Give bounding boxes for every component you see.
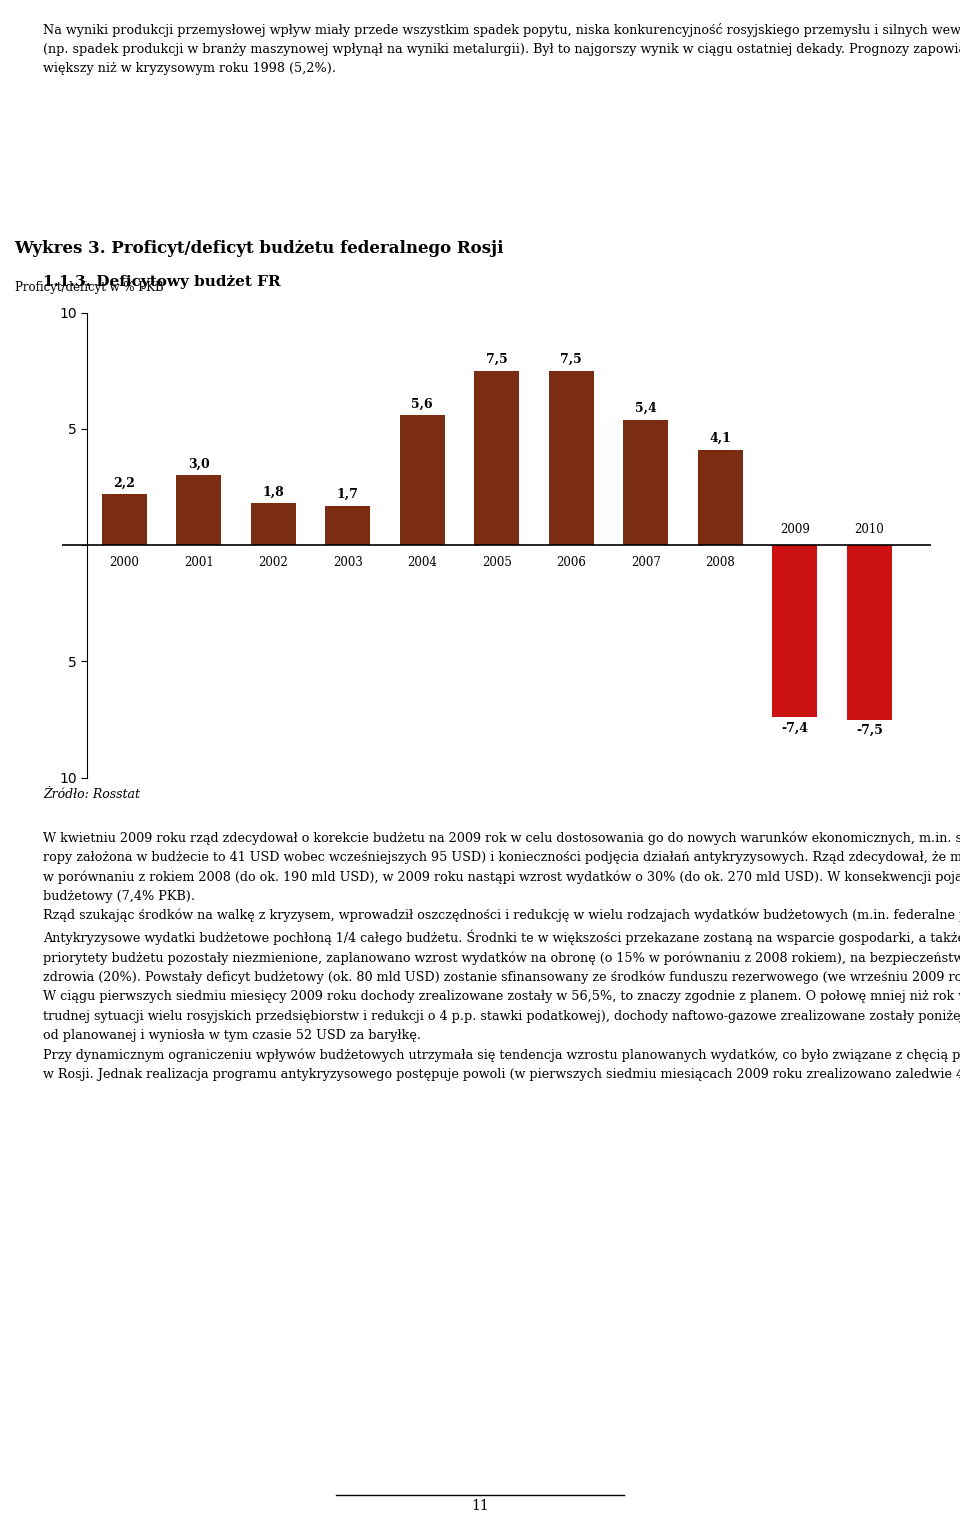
Text: 2005: 2005 <box>482 555 512 569</box>
Text: 2000: 2000 <box>109 555 139 569</box>
Text: 1,8: 1,8 <box>262 485 284 499</box>
Text: Żródło: Rosstat: Żródło: Rosstat <box>43 788 140 802</box>
Text: 1.1.3. Deficytowy budżet FR: 1.1.3. Deficytowy budżet FR <box>43 274 281 290</box>
Text: 2002: 2002 <box>258 555 288 569</box>
Text: 2004: 2004 <box>407 555 437 569</box>
Text: W kwietniu 2009 roku rząd zdecydował o korekcie budżetu na 2009 rok w celu dosto: W kwietniu 2009 roku rząd zdecydował o k… <box>43 831 960 1081</box>
Bar <box>474 371 519 546</box>
Bar <box>325 506 371 546</box>
Text: 2008: 2008 <box>706 555 735 569</box>
Text: 5,6: 5,6 <box>412 398 433 410</box>
Text: 2006: 2006 <box>557 555 587 569</box>
Bar <box>549 371 593 546</box>
Bar <box>847 546 892 720</box>
Text: 5,4: 5,4 <box>635 403 657 415</box>
Text: 7,5: 7,5 <box>561 354 582 366</box>
Text: Proficyt/deficyt w % PKB: Proficyt/deficyt w % PKB <box>14 281 163 294</box>
Bar <box>400 415 444 546</box>
Text: -7,5: -7,5 <box>856 724 883 737</box>
Text: 2009: 2009 <box>780 523 810 535</box>
Text: 2,2: 2,2 <box>113 476 135 490</box>
Bar <box>773 546 817 717</box>
Text: 4,1: 4,1 <box>709 432 732 445</box>
Text: 2010: 2010 <box>854 523 884 535</box>
Bar <box>177 476 221 546</box>
Text: 11: 11 <box>471 1499 489 1513</box>
Bar <box>251 503 296 546</box>
Text: 2003: 2003 <box>333 555 363 569</box>
Bar <box>698 450 743 546</box>
Text: 2001: 2001 <box>184 555 214 569</box>
Text: 7,5: 7,5 <box>486 354 508 366</box>
Text: 3,0: 3,0 <box>188 458 209 471</box>
Bar <box>623 419 668 546</box>
Text: Na wyniki produkcji przemysłowej wpływ miały przede wszystkim spadek popytu, nis: Na wyniki produkcji przemysłowej wpływ m… <box>43 23 960 75</box>
Text: 1,7: 1,7 <box>337 488 359 502</box>
Text: Wykres 3. Proficyt/deficyt budżetu federalnego Rosji: Wykres 3. Proficyt/deficyt budżetu feder… <box>14 239 504 256</box>
Text: -7,4: -7,4 <box>781 721 808 735</box>
Text: 2007: 2007 <box>631 555 660 569</box>
Bar <box>102 494 147 546</box>
